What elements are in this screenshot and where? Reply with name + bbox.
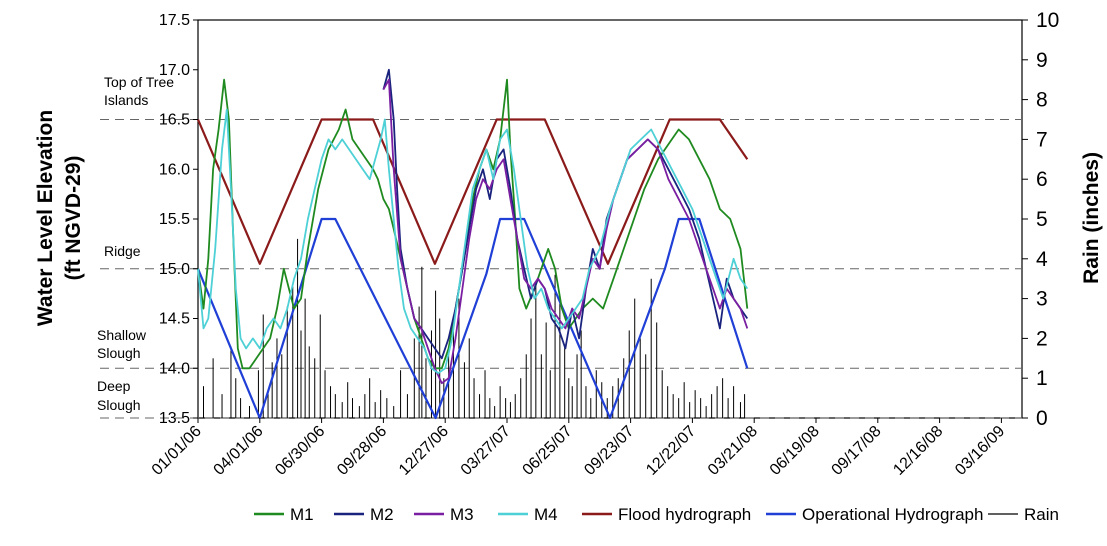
x-ticks: 01/01/06 04/01/06 06/30/06 09/28/06 12/27/06…	[149, 418, 1008, 479]
y-right-tick-label-7: 7	[1036, 128, 1048, 151]
series-line-operational-hydrograph	[196, 217, 749, 420]
plot-area	[100, 19, 1023, 420]
legend-entry-5: Operational Hydrograph	[766, 505, 983, 524]
x-tick-label-3: 09/28/06	[334, 423, 390, 479]
x-tick-label-11: 09/17/08	[829, 423, 885, 479]
legend-entry-4: Flood hydrograph	[582, 505, 751, 524]
reference-annotations: Top of TreeIslandsRidgeShallowSloughDeep…	[97, 74, 174, 413]
series-line-flood-hydrograph	[196, 118, 749, 265]
x-tick-label-5: 03/27/07	[458, 423, 514, 479]
y-right-tick-label-9: 9	[1036, 49, 1048, 72]
legend-label-6: Rain	[1024, 505, 1059, 524]
legend-label-1: M2	[370, 505, 394, 524]
legend-entry-2: M3	[414, 505, 474, 524]
x-tick-label-12: 12/16/08	[890, 423, 946, 479]
series-line-m3	[382, 78, 749, 385]
legend-label-2: M3	[450, 505, 474, 524]
y-right-axis-title: Rain (inches)	[1080, 152, 1103, 284]
x-tick-label-2: 06/30/06	[272, 423, 328, 479]
y-left-axis-title-line1: Water Level Elevation	[34, 110, 57, 326]
annotation-0-line-0: Top of Tree	[104, 74, 174, 90]
legend: M1 M2 M3 M4 Flood hydrograph Operational Hydr…	[254, 505, 1059, 524]
y-right-tick-label-8: 8	[1036, 89, 1048, 112]
y-right-tick-label-10: 10	[1036, 9, 1059, 32]
series-line-m1	[197, 78, 749, 370]
legend-entry-6: Rain	[988, 505, 1059, 524]
y-left-tick-label-8: 17.5	[159, 12, 190, 29]
series-line-m2	[382, 68, 749, 360]
x-tick-label-6: 06/25/07	[520, 423, 576, 479]
annotation-0-line-1: Islands	[104, 92, 148, 108]
legend-label-5: Operational Hydrograph	[802, 505, 983, 524]
annotation-3: Deep Slough	[97, 378, 141, 413]
annotation-3-line-0: Deep	[97, 378, 131, 394]
annotation-2-line-0: Shallow	[97, 327, 147, 343]
legend-label-4: Flood hydrograph	[618, 505, 751, 524]
series-line-m4	[197, 108, 749, 375]
y-left-tick-label-1: 14.0	[159, 360, 190, 377]
annotation-3-line-1: Slough	[97, 397, 141, 413]
y-left-tick-label-2: 14.5	[159, 311, 190, 328]
y-right-ticks: 0 1 2 3 4 5 6 7 8 9 10	[1022, 9, 1059, 430]
x-tick-label-13: 03/16/09	[952, 423, 1008, 479]
y-right-tick-label-5: 5	[1036, 208, 1048, 231]
legend-label-3: M4	[534, 505, 558, 524]
y-left-tick-label-5: 16.0	[159, 161, 190, 178]
x-tick-label-7: 09/23/07	[581, 423, 637, 479]
legend-label-0: M1	[290, 505, 314, 524]
y-left-tick-label-6: 16.5	[159, 112, 190, 129]
y-left-ticks: 13.5 14.0 14.5 15.0 15.5 16.0 16.5 17.0 17.5	[159, 12, 198, 427]
y-left-tick-label-7: 17.0	[159, 62, 190, 79]
y-right-tick-label-3: 3	[1036, 288, 1048, 311]
y-left-tick-label-4: 15.5	[159, 211, 190, 228]
series-rain	[202, 238, 746, 418]
annotation-2-line-1: Slough	[97, 345, 141, 361]
annotation-0: Top of Tree Islands	[104, 74, 174, 108]
y-left-tick-label-0: 13.5	[159, 410, 190, 427]
x-tick-label-4: 12/27/06	[396, 423, 452, 479]
annotation-2: Shallow Slough	[97, 327, 147, 361]
x-tick-label-0: 01/01/06	[149, 423, 205, 479]
y-right-tick-label-0: 0	[1036, 407, 1048, 430]
x-tick-label-10: 06/19/08	[767, 423, 823, 479]
y-right-tick-label-2: 2	[1036, 327, 1048, 350]
legend-entry-1: M2	[334, 505, 394, 524]
y-right-tick-label-6: 6	[1036, 168, 1048, 191]
annotation-1-line-0: Ridge	[104, 243, 141, 259]
y-right-tick-label-4: 4	[1036, 248, 1048, 271]
legend-entry-3: M4	[498, 505, 558, 524]
y-right-tick-label-1: 1	[1036, 367, 1048, 390]
y-left-tick-label-3: 15.0	[159, 261, 190, 278]
y-left-axis-title-line2: (ft NGVD-29)	[62, 156, 85, 281]
legend-entry-0: M1	[254, 505, 314, 524]
x-tick-label-9: 03/21/08	[705, 423, 761, 479]
annotation-1: Ridge	[104, 243, 141, 259]
x-tick-label-1: 04/01/06	[211, 423, 267, 479]
x-tick-label-8: 12/22/07	[643, 423, 699, 479]
